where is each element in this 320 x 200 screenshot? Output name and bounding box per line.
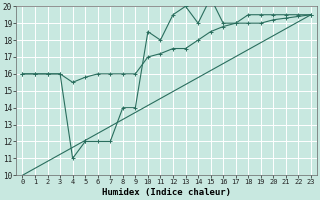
X-axis label: Humidex (Indice chaleur): Humidex (Indice chaleur)	[102, 188, 231, 197]
